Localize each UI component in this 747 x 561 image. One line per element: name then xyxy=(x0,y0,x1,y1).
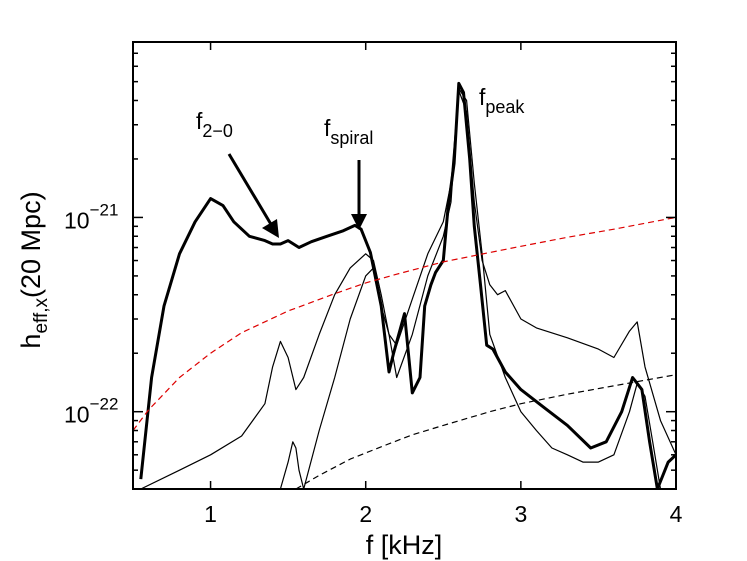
x-axis-title: f [kHz] xyxy=(366,530,443,560)
y-tick-label: 10−21 xyxy=(64,200,118,233)
svg-text:fpeak: fpeak xyxy=(479,84,525,117)
x-tick-labels: 1 2 3 4 xyxy=(204,501,682,527)
annotation-f-peak: fpeak xyxy=(479,84,525,117)
series-line-5 xyxy=(295,374,676,489)
plot-frame xyxy=(132,41,677,490)
plot-lines xyxy=(133,81,676,489)
series-line-4 xyxy=(133,216,676,431)
y-tick-label: 10−22 xyxy=(64,395,118,428)
arrowhead-f-spiral xyxy=(351,214,367,230)
x-tick-label: 4 xyxy=(670,501,683,527)
tick-marks xyxy=(133,42,677,489)
annotation-f-spiral: fspiral xyxy=(324,115,373,230)
x-tick-label: 3 xyxy=(514,501,527,527)
series-line-2 xyxy=(140,89,676,489)
arrow-f-2-0 xyxy=(227,153,274,227)
arrowhead-f-2-0 xyxy=(262,219,279,238)
series-line-3 xyxy=(279,88,662,489)
annotation-f-2-0: f2−0 xyxy=(196,108,279,238)
svg-text:fspiral: fspiral xyxy=(324,115,373,148)
x-tick-label: 1 xyxy=(204,501,217,527)
y-axis-title: heff,x(20 Mpc) xyxy=(16,191,52,348)
y-tick-labels: 10−22 10−21 xyxy=(64,200,118,427)
svg-text:f2−0: f2−0 xyxy=(196,108,233,141)
series-line-1 xyxy=(139,81,676,489)
x-tick-label: 2 xyxy=(359,501,372,527)
